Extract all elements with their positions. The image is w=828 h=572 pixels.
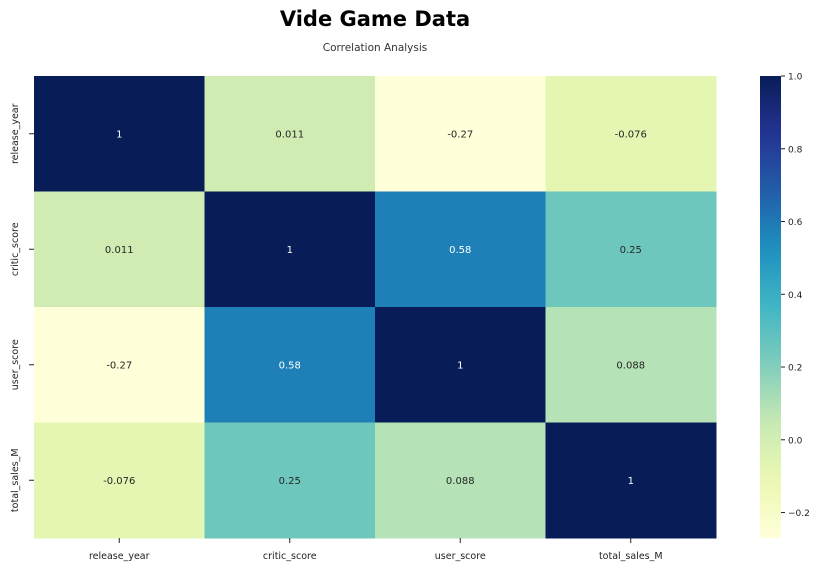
x-tick-label: release_year	[89, 551, 150, 562]
cell-annotation: -0.27	[106, 360, 132, 371]
cell-annotation: -0.27	[447, 129, 473, 140]
cell-annotation: 1	[457, 360, 463, 371]
colorbar-tick-label: 0.0	[788, 436, 803, 446]
colorbar	[760, 76, 781, 538]
heatmap-cell	[545, 191, 717, 308]
cell-annotation: 1	[287, 245, 293, 256]
heatmap-cell	[545, 76, 717, 192]
y-tick-label: release_year	[10, 103, 21, 164]
heatmap-cell	[34, 307, 205, 423]
cell-annotation: 0.58	[279, 360, 301, 371]
cell-annotation: 0.25	[620, 245, 642, 256]
heatmap-cell	[375, 76, 546, 192]
y-axis-ticks: release_year critic_score user_score total_…	[10, 103, 34, 512]
colorbar-tick-label: 0.2	[788, 364, 802, 374]
heatmap-cell	[34, 76, 205, 192]
y-tick-label: total_sales_M	[10, 448, 21, 512]
cell-annotation: 0.088	[616, 360, 645, 371]
x-axis-ticks: release_year critic_score user_score total_…	[89, 538, 663, 562]
cell-annotation: 1	[116, 129, 122, 140]
heatmap-cell	[375, 307, 546, 423]
heatmap-cell	[545, 307, 717, 423]
y-tick-label: critic_score	[10, 222, 21, 276]
heatmap-cell	[375, 422, 546, 539]
cell-annotation: 0.25	[279, 476, 301, 487]
heatmap-cell	[375, 191, 546, 308]
colorbar-tick-label: 0.8	[788, 145, 803, 155]
heatmap-cell	[545, 422, 717, 539]
y-tick-label: user_score	[10, 339, 21, 390]
heatmap-cell	[34, 422, 205, 539]
heatmap-cells: 1 0.011 -0.27 -0.076 0.011 1 0.58 0.25 -0.27 0.58…	[34, 76, 717, 539]
heatmap-cell	[204, 191, 376, 308]
x-tick-label: user_score	[435, 551, 486, 562]
heatmap-cell	[204, 76, 376, 192]
x-tick-label: total_sales_M	[599, 551, 663, 562]
colorbar-tick-label: 0.4	[788, 291, 803, 301]
cell-annotation: -0.076	[103, 476, 135, 487]
colorbar-tick-label: 1.0	[788, 73, 803, 83]
chart-subtitle: Correlation Analysis	[323, 42, 428, 54]
chart-title: Vide Game Data	[280, 7, 470, 31]
cell-annotation: 0.088	[446, 476, 475, 487]
cell-annotation: 0.58	[449, 245, 471, 256]
cell-annotation: 0.011	[275, 129, 304, 140]
heatmap-cell	[204, 422, 376, 539]
heatmap-cell	[204, 307, 376, 423]
colorbar-tick-label: 0.6	[788, 218, 803, 228]
cell-annotation: 1	[628, 476, 634, 487]
cell-annotation: 0.011	[105, 245, 134, 256]
colorbar-tick-label: −0.2	[788, 509, 810, 519]
heatmap-cell	[34, 191, 205, 308]
colorbar-ticks: 1.0 0.8 0.6 0.4 0.2 0.0 −0.2	[781, 73, 810, 519]
x-tick-label: critic_score	[263, 551, 317, 562]
cell-annotation: -0.076	[615, 129, 647, 140]
